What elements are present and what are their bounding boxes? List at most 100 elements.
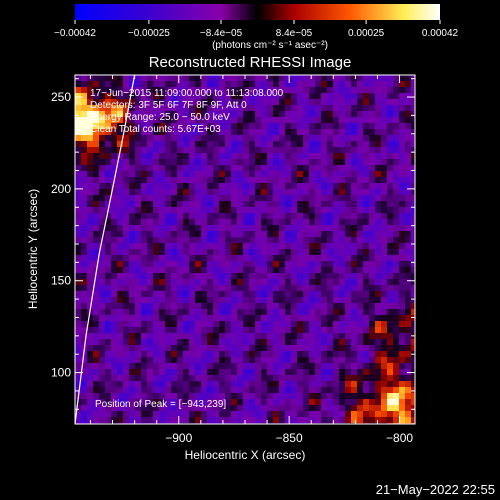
heatmap-cell: [195, 123, 201, 129]
heatmap-cell: [369, 393, 375, 399]
heatmap-cell: [129, 123, 135, 129]
heatmap-cell: [111, 321, 117, 327]
heatmap-cell: [111, 351, 117, 357]
heatmap-cell: [225, 255, 231, 261]
heatmap-cell: [135, 411, 141, 417]
heatmap-cell: [135, 393, 141, 399]
heatmap-cell: [381, 225, 387, 231]
heatmap-cell: [159, 369, 165, 375]
heatmap-cell: [291, 249, 297, 255]
heatmap-cell: [147, 267, 153, 273]
heatmap-cell: [177, 135, 183, 141]
heatmap-cell: [369, 261, 375, 267]
heatmap-cell: [75, 255, 81, 261]
heatmap-cell: [309, 417, 315, 423]
heatmap-cell: [171, 387, 177, 393]
heatmap-cell: [285, 255, 291, 261]
heatmap-cell: [93, 327, 99, 333]
heatmap-cell: [399, 303, 405, 309]
heatmap-cell: [315, 93, 321, 99]
heatmap-cell: [147, 75, 153, 81]
heatmap-cell: [255, 243, 261, 249]
heatmap-cell: [81, 189, 87, 195]
heatmap-cell: [87, 255, 93, 261]
heatmap-cell: [249, 213, 255, 219]
heatmap-cell: [165, 183, 171, 189]
heatmap-cell: [363, 135, 369, 141]
heatmap-cell: [189, 219, 195, 225]
heatmap-cell: [201, 117, 207, 123]
heatmap-cell: [291, 129, 297, 135]
heatmap-cell: [147, 189, 153, 195]
heatmap-cell: [279, 411, 285, 417]
heatmap-cell: [93, 321, 99, 327]
heatmap-cell: [381, 267, 387, 273]
heatmap-cell: [111, 267, 117, 273]
heatmap-cell: [147, 309, 153, 315]
heatmap-cell: [219, 93, 225, 99]
heatmap-cell: [369, 183, 375, 189]
heatmap-cell: [153, 303, 159, 309]
heatmap-cell: [279, 225, 285, 231]
heatmap-cell: [117, 363, 123, 369]
heatmap-cell: [261, 165, 267, 171]
heatmap-cell: [195, 135, 201, 141]
heatmap-cell: [297, 177, 303, 183]
heatmap-cell: [201, 345, 207, 351]
heatmap-cell: [387, 249, 393, 255]
heatmap-cell: [321, 249, 327, 255]
heatmap-cell: [285, 375, 291, 381]
heatmap-cell: [261, 93, 267, 99]
heatmap-cell: [231, 303, 237, 309]
heatmap-cell: [297, 213, 303, 219]
heatmap-cell: [375, 183, 381, 189]
heatmap-cell: [177, 171, 183, 177]
heatmap-cell: [363, 279, 369, 285]
heatmap-cell: [363, 297, 369, 303]
heatmap-cell: [327, 297, 333, 303]
heatmap-cell: [147, 285, 153, 291]
heatmap-cell: [411, 237, 415, 243]
heatmap-cell: [105, 387, 111, 393]
heatmap-cell: [87, 201, 93, 207]
heatmap-cell: [303, 279, 309, 285]
heatmap-cell: [267, 117, 273, 123]
heatmap-cell: [267, 153, 273, 159]
heatmap-cell: [105, 201, 111, 207]
heatmap-cell: [123, 303, 129, 309]
heatmap-cell: [141, 231, 147, 237]
heatmap-cell: [141, 117, 147, 123]
heatmap-cell: [195, 201, 201, 207]
heatmap-cell: [189, 117, 195, 123]
heatmap-cell: [327, 261, 333, 267]
heatmap-cell: [177, 255, 183, 261]
heatmap-cell: [81, 177, 87, 183]
heatmap-cell: [105, 399, 111, 405]
heatmap-cell: [279, 81, 285, 87]
heatmap-cell: [123, 411, 129, 417]
heatmap-cell: [345, 255, 351, 261]
heatmap-cell: [147, 165, 153, 171]
heatmap-cell: [225, 411, 231, 417]
heatmap-cell: [285, 333, 291, 339]
heatmap-cell: [261, 387, 267, 393]
heatmap-cell: [219, 153, 225, 159]
heatmap-cell: [291, 285, 297, 291]
heatmap-cell: [135, 219, 141, 225]
heatmap-cell: [363, 309, 369, 315]
heatmap-cell: [117, 153, 123, 159]
heatmap-cell: [345, 93, 351, 99]
heatmap-cell: [393, 93, 399, 99]
heatmap-cell: [195, 207, 201, 213]
heatmap-cell: [165, 231, 171, 237]
heatmap-cell: [399, 225, 405, 231]
heatmap-cell: [201, 363, 207, 369]
heatmap-cell: [363, 417, 369, 423]
heatmap-cell: [333, 387, 339, 393]
heatmap-cell: [75, 111, 81, 117]
heatmap-cell: [381, 111, 387, 117]
heatmap-cell: [141, 123, 147, 129]
heatmap-cell: [345, 213, 351, 219]
heatmap-cell: [135, 237, 141, 243]
heatmap-cell: [285, 153, 291, 159]
